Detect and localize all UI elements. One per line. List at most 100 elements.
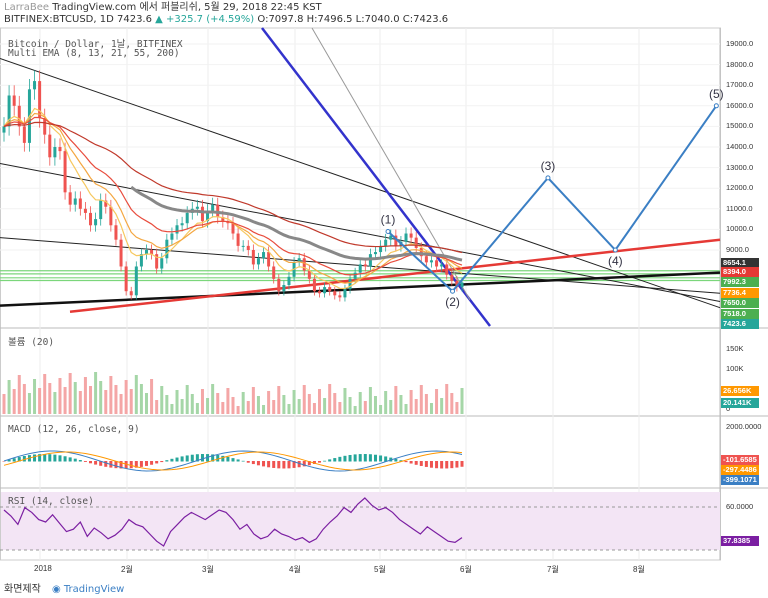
macd-histogram-bar [394,458,398,462]
volume-bar [58,378,62,414]
macd-histogram-bar [262,461,266,467]
macd-histogram-bar [129,461,133,469]
volume-bar [333,393,337,414]
volume-bar [373,396,377,414]
volume-bar [160,386,164,414]
macd-histogram-bar [414,461,418,465]
macd-histogram-bar [144,461,148,466]
volume-bar [292,390,296,414]
candle-body [216,204,220,218]
volume-bar [409,390,413,414]
macd-histogram-bar [221,455,225,462]
volume-bar [277,386,281,414]
volume-bar [68,373,72,414]
candle-body [104,200,108,207]
candle-body [429,260,433,263]
candle-body [379,245,383,253]
trendline-thick [0,271,721,307]
candle-body [221,217,225,222]
macd-histogram-bar [267,461,271,468]
macd-histogram-bar [338,456,342,462]
macd-histogram-bar [409,461,413,464]
candle-body [333,291,337,296]
volume-bar [200,389,204,414]
macd-histogram-bar [353,454,357,462]
macd-histogram-bar [22,455,26,462]
volume-bar [43,374,47,414]
volume-bar [195,403,199,414]
volume-bar [12,389,16,414]
macd-histogram-bar [302,461,306,467]
volume-bar [429,403,433,414]
macd-histogram-bar [226,456,230,462]
volume-box: 20.141K [721,398,759,408]
volume-bar [216,393,220,414]
x-tick-label: 3월 [202,565,214,574]
candle-body [348,278,352,290]
macd-histogram-bar [272,461,276,468]
macd-histogram-bar [73,458,77,462]
macd-histogram-bar [440,461,444,469]
candle-body [150,250,154,255]
candle-body [307,270,311,279]
macd-histogram-bar [195,454,199,462]
macd-histogram-bar [160,461,164,463]
macd-histogram-bar [17,457,21,462]
candle-body [373,252,377,255]
volume-bar [190,394,194,414]
volume-bar [318,389,322,414]
candle-body [68,192,72,205]
macd-histogram-bar [150,461,154,465]
volume-bar [53,392,57,414]
candle-body [124,266,128,292]
candle-body [175,225,179,234]
candle-body [267,252,271,267]
candle-body [170,233,174,240]
candle-body [185,212,189,224]
x-tick-label: 2월 [121,565,133,574]
candle-body [33,81,37,90]
candle-body [414,237,418,248]
volume-bar [399,395,403,414]
volume-bar [282,395,286,414]
x-tick-label: 8월 [633,565,645,574]
candle-body [343,289,347,298]
macd-tick-label: 2000.0000 [726,422,762,431]
rsi-legend: RSI (14, close) [8,496,94,507]
candle-body [440,264,444,267]
volume-bar [27,393,31,414]
candle-body [180,223,184,226]
volume-bar [307,394,311,414]
macd-histogram-bar [200,454,204,462]
candle-body [12,95,16,106]
volume-bar [33,379,37,414]
chart-frame [0,27,721,561]
candle-body [338,295,342,298]
candle-body [256,258,260,265]
volume-bar [17,375,21,414]
macd-histogram-bar [379,455,383,462]
macd-histogram-bar [236,459,240,462]
candle-body [445,264,449,275]
macd-legend: MACD (12, 26, close, 9) [8,424,140,435]
candle-body [435,260,439,267]
tradingview-logo-icon[interactable]: ◉ TradingView [52,584,125,595]
volume-bar [267,391,271,414]
volume-bar [343,388,347,414]
volume-bar [226,388,230,414]
macd-histogram-bar [328,459,332,462]
macd-histogram-bar [7,459,11,462]
volume-bar [297,399,301,414]
macd-histogram-bar [124,461,128,469]
candle-body [200,206,204,222]
macd-histogram-bar [460,461,464,467]
wave-label: (1) [381,212,396,226]
candle-body [2,126,6,133]
volume-bar [38,388,42,414]
wave-point [385,228,391,234]
price-tick-label: 18000.0 [726,59,754,69]
volume-bar [150,379,154,414]
volume-bar [211,384,215,414]
macd-histogram-bar [175,457,179,462]
